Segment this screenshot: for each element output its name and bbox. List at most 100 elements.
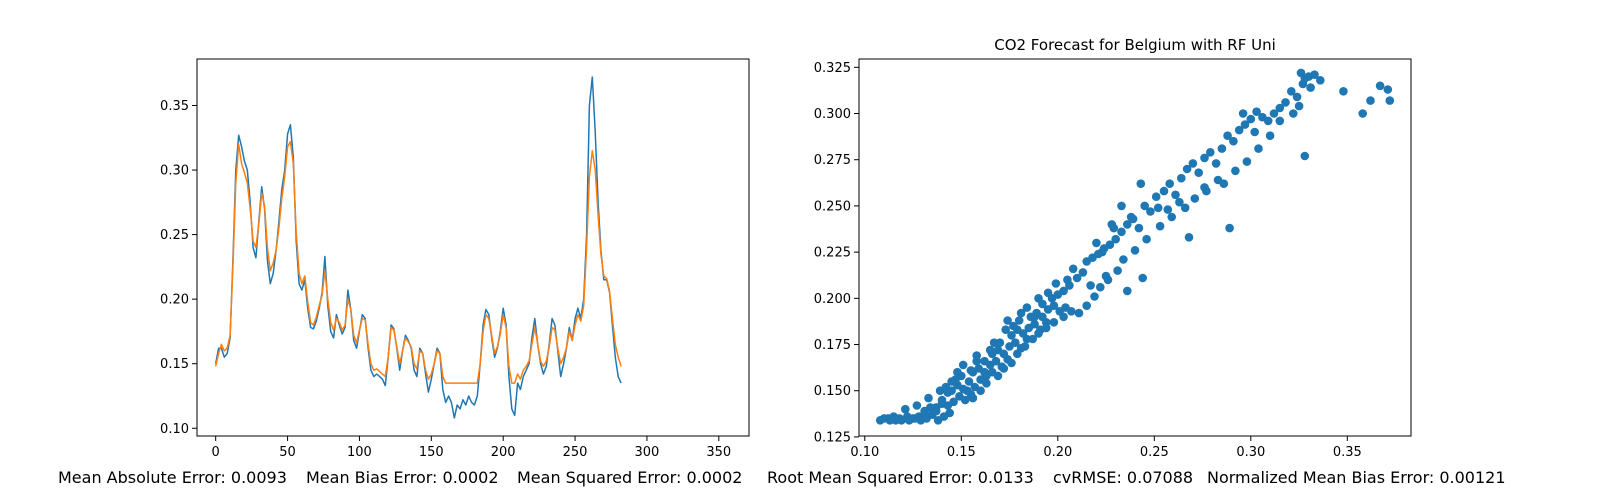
scatter-point [1225,223,1234,233]
scatter-point [1151,192,1161,201]
scatter-point [993,371,1003,381]
scatter-point [926,403,935,412]
scatter-point [1358,109,1367,118]
scatter-point [1194,168,1203,177]
scatter-point [1105,240,1115,249]
scatter-point [1092,238,1101,248]
scatter-point [985,345,995,355]
scatter-point [943,388,953,397]
scatter-point [1223,131,1232,140]
scatter-point [1177,173,1186,183]
scatter-chart-y-tick-label: 0.175 [814,338,851,353]
scatter-point [1238,109,1248,118]
scatter-point [1007,358,1016,368]
scatter-point [1117,201,1126,211]
scatter-point [995,338,1005,348]
scatter-point [1041,323,1051,333]
scatter-point [1038,299,1047,309]
scatter-chart: CO2 Forecast for Belgium with RF Uni 0.1… [814,36,1412,460]
scatter-point [1072,273,1082,283]
scatter-point [1229,136,1238,146]
scatter-point [1171,190,1180,200]
scatter-point [1117,227,1126,237]
scatter-point [1246,114,1256,124]
scatter-point [1206,148,1215,157]
line-chart-x-tick-label: 350 [706,445,731,460]
scatter-point [1200,153,1209,163]
scatter-point [1188,159,1198,168]
scatter-point [1043,288,1053,298]
scatter-point [999,349,1009,359]
scatter-point [980,367,989,377]
scatter-point [1310,70,1319,79]
scatter-point [1300,151,1310,161]
line-chart-y-tick-label: 0.25 [160,228,189,243]
line-chart-x-tick-label: 200 [491,445,516,460]
scatter-point [1385,96,1395,105]
scatter-point [1265,131,1275,140]
scatter-point [1250,127,1259,137]
scatter-point [1300,74,1310,83]
line-chart-y-tick-label: 0.15 [160,357,189,372]
line-chart-x-tick-label: 100 [347,445,372,460]
scatter-point [1020,342,1030,351]
scatter-point [1163,205,1173,214]
scatter-chart-x-tick-label: 0.30 [1236,445,1265,460]
line-chart-y-tick-label: 0.35 [160,99,189,114]
scatter-point [1294,101,1304,111]
scatter-point [1184,233,1194,242]
scatter-point [1003,316,1012,325]
metrics-footer: Mean Absolute Error: 0.0093 Mean Bias Er… [0,468,1600,492]
line-chart-y-tick-label: 0.30 [160,164,189,179]
line-chart-x-tick-label: 250 [563,445,588,460]
scatter-point [947,377,956,386]
scatter-point [1217,144,1227,153]
scatter-point [1123,220,1132,229]
line-chart-x-tick-label: 0 [212,445,220,460]
scatter-point [1242,157,1252,166]
scatter-point [1366,96,1375,105]
scatter-point [1213,175,1223,185]
scatter-point [958,360,968,370]
scatter-point [1339,87,1348,96]
scatter-point [1202,186,1211,196]
scatter-point [1014,316,1024,325]
scatter-point [1082,301,1091,311]
scatter-point [1316,76,1325,85]
scatter-chart-y-tick-label: 0.200 [814,292,851,307]
scatter-point [901,404,910,414]
scatter-chart-x-tick-label: 0.35 [1333,445,1362,460]
scatter-point [1287,87,1296,96]
scatter-point [1142,234,1151,244]
scatter-point [966,366,976,375]
cvrmse-text: cvRMSE: 0.07088 [1053,468,1194,487]
scatter-point [1211,159,1221,168]
scatter-point [1167,212,1176,222]
scatter-point [1034,329,1043,338]
scatter-point [1180,203,1190,213]
scatter-chart-x-tick-label: 0.10 [850,445,879,460]
scatter-point [1231,166,1240,176]
scatter-point [1063,275,1072,285]
scatter-point [1018,329,1028,338]
scatter-point [1049,301,1059,311]
scatter-point [1190,194,1200,203]
scatter-point [1096,282,1105,292]
scatter-point [1059,312,1068,322]
scatter-chart-x-axis: 0.10 0.15 0.20 0.25 0.30 0.35 [850,436,1362,460]
scatter-point [1013,349,1022,359]
scatter-point [1109,223,1119,233]
scatter-point [1119,255,1128,264]
scatter-point [962,386,972,396]
mean-absolute-error-text: Mean Absolute Error: 0.0093 [58,468,287,487]
scatter-point [980,356,989,366]
line-chart: 0 50 100 150 200 250 300 350 0.100.150.200.250.… [160,58,750,460]
scatter-point [1254,144,1263,153]
scatter-point [1146,207,1155,216]
scatter-point [1051,279,1061,288]
scatter-point [964,377,974,386]
scatter-chart-x-tick-label: 0.25 [1140,445,1169,460]
scatter-point [1111,234,1120,244]
scatter-chart-y-tick-label: 0.275 [814,153,851,168]
